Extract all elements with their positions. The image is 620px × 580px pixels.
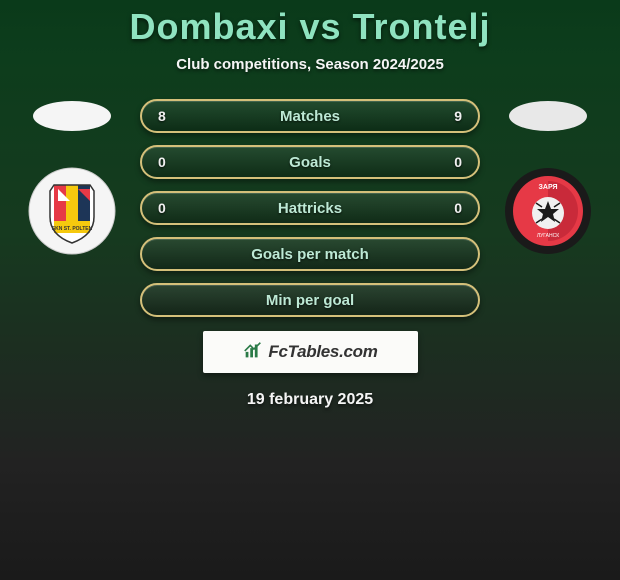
left-side: SKN ST. POLTEN (22, 99, 122, 255)
watermark[interactable]: FcTables.com (203, 331, 418, 373)
svg-text:ЗАРЯ: ЗАРЯ (539, 184, 558, 191)
watermark-text: FcTables.com (268, 342, 377, 362)
stat-row-hattricks: 0 Hattricks 0 (140, 191, 480, 225)
svg-text:SKN ST. POLTEN: SKN ST. POLTEN (52, 226, 93, 232)
stat-row-matches: 8 Matches 9 (140, 99, 480, 133)
stat-label: Hattricks (178, 200, 442, 217)
stat-left-value: 0 (158, 200, 178, 216)
right-team-badge: ЗАРЯ ЛУГАНСК (504, 167, 592, 255)
right-side: ЗАРЯ ЛУГАНСК (498, 99, 598, 255)
stat-right-value: 0 (442, 200, 462, 216)
page-title: Dombaxi vs Trontelj (0, 6, 620, 48)
left-country-flag (33, 101, 111, 131)
left-team-badge: SKN ST. POLTEN (28, 167, 116, 255)
right-country-flag (509, 101, 587, 131)
stat-left-value: 0 (158, 154, 178, 170)
svg-text:ЛУГАНСК: ЛУГАНСК (537, 233, 559, 239)
stat-left-value: 8 (158, 108, 178, 124)
stat-label: Min per goal (178, 292, 442, 309)
stat-row-goals: 0 Goals 0 (140, 145, 480, 179)
stat-row-mpg: Min per goal (140, 283, 480, 317)
round-badge-icon: ЗАРЯ ЛУГАНСК (504, 167, 592, 255)
stat-label: Goals per match (178, 246, 442, 263)
stat-row-gpm: Goals per match (140, 237, 480, 271)
chart-icon (242, 339, 264, 366)
date-label: 19 february 2025 (0, 391, 620, 409)
main-row: SKN ST. POLTEN 8 Matches 9 0 Goals 0 0 H… (0, 99, 620, 317)
stats-column: 8 Matches 9 0 Goals 0 0 Hattricks 0 Goal… (140, 99, 480, 317)
stat-right-value: 9 (442, 108, 462, 124)
shield-icon: SKN ST. POLTEN (28, 167, 116, 255)
subtitle: Club competitions, Season 2024/2025 (0, 56, 620, 73)
comparison-card: Dombaxi vs Trontelj Club competitions, S… (0, 0, 620, 580)
stat-label: Matches (178, 108, 442, 125)
stat-right-value: 0 (442, 154, 462, 170)
stat-label: Goals (178, 154, 442, 171)
